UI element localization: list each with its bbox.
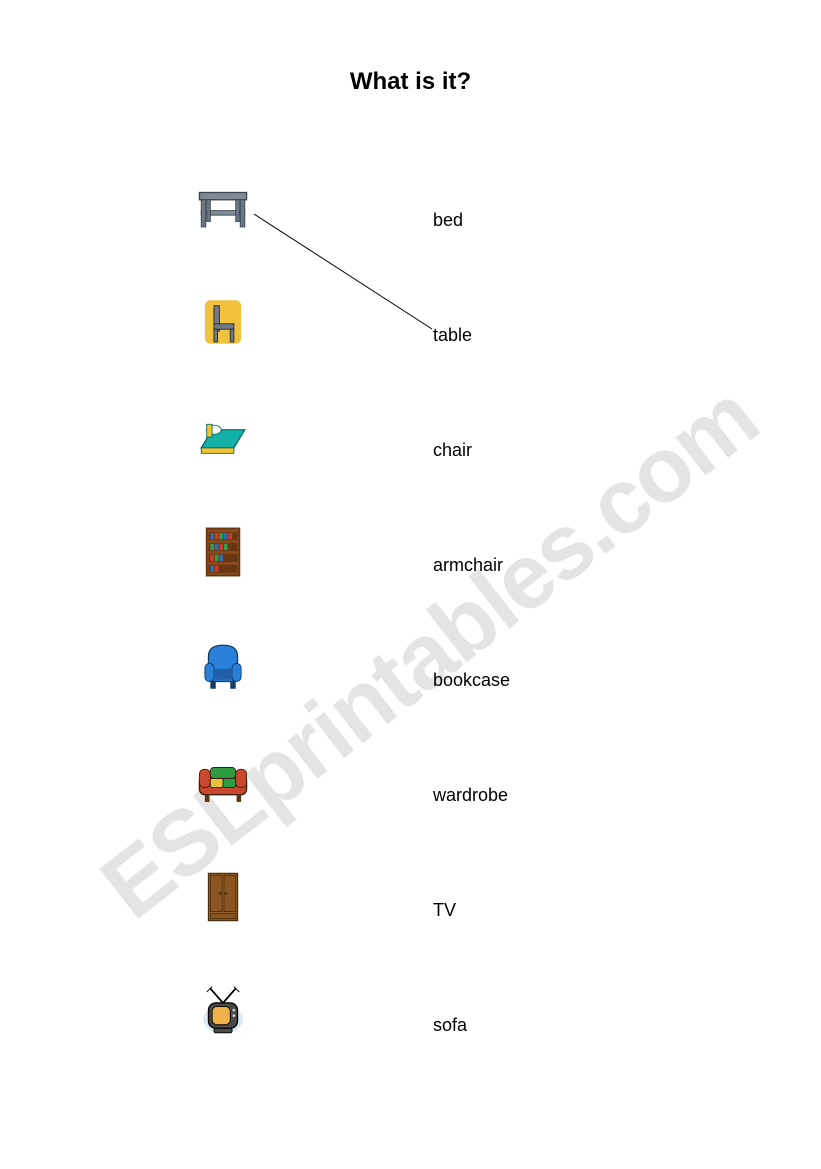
table-icon: [194, 178, 258, 242]
word-label: bed: [433, 210, 463, 231]
watermark: ESLprintables.com: [82, 365, 777, 940]
word-label: sofa: [433, 1015, 467, 1036]
word-label: table: [433, 325, 472, 346]
wardrobe-icon: [194, 868, 258, 932]
bookcase-icon: [194, 523, 258, 587]
match-line: [0, 0, 821, 1169]
word-label: armchair: [433, 555, 503, 576]
page-title: What is it?: [0, 68, 821, 96]
word-label: bookcase: [433, 670, 510, 691]
word-label: chair: [433, 440, 472, 461]
word-label: TV: [433, 900, 456, 921]
armchair-icon: [194, 638, 258, 702]
sofa-icon: [194, 753, 258, 817]
bed-icon: [194, 408, 258, 472]
chair-icon: [194, 293, 258, 357]
word-label: wardrobe: [433, 785, 508, 806]
tv-icon: [194, 983, 258, 1047]
